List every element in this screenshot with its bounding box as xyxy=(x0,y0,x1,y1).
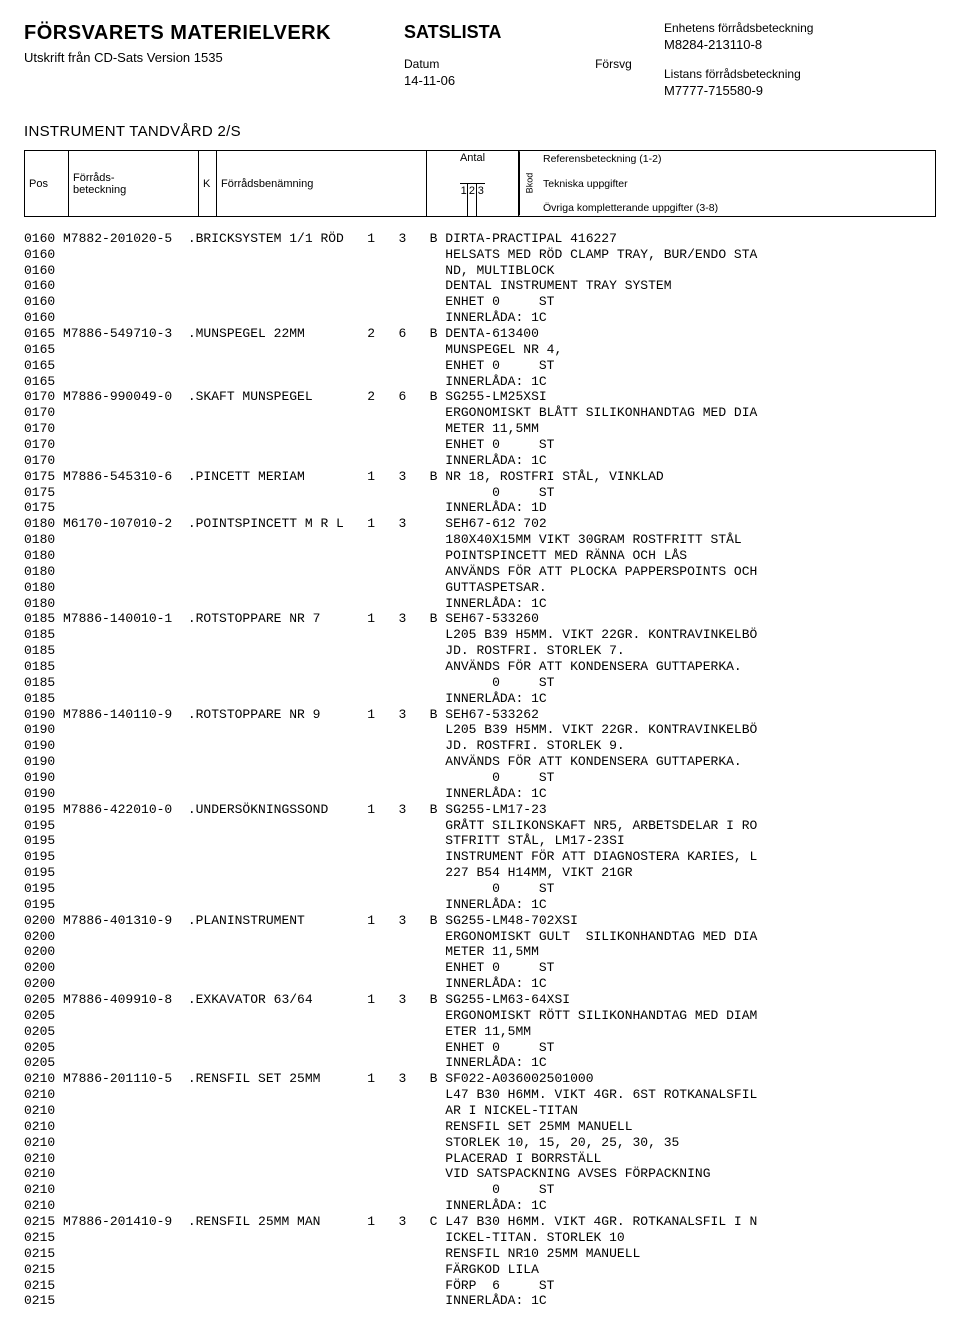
th-ref: Referensbeteckning (1-2) Tekniska uppgif… xyxy=(539,151,935,215)
listans-label: Listans förrådsbeteckning xyxy=(664,66,801,82)
th-k: K xyxy=(199,151,217,215)
table-header: Pos Förråds- beteckning K Förrådsbenämni… xyxy=(24,150,936,216)
datum-label: Datum xyxy=(404,56,455,72)
enhets-value: M8284-213110-8 xyxy=(664,36,960,54)
th-benamning: Förrådsbenämning xyxy=(217,151,427,215)
forsvg-label: Försvg xyxy=(595,56,632,72)
th-bkod: Bkod xyxy=(519,151,539,215)
th-antal: Antal 1 2 3 xyxy=(427,151,519,215)
doc-header: FÖRSVARETS MATERIELVERK Utskrift från CD… xyxy=(24,20,936,99)
data-listing: 0160 M7882-201020-5 .BRICKSYSTEM 1/1 RÖD… xyxy=(24,231,936,1309)
satslista-title: SATSLISTA xyxy=(404,20,664,44)
th-pos: Pos xyxy=(25,151,69,215)
th-forrads: Förråds- beteckning xyxy=(69,151,199,215)
org-title: FÖRSVARETS MATERIELVERK xyxy=(24,20,404,47)
datum-value: 14-11-06 xyxy=(404,72,455,90)
listans-value: M7777-715580-9 xyxy=(664,82,801,100)
enhets-label: Enhetens förrådsbeteckning xyxy=(664,20,960,36)
subline: Utskrift från CD-Sats Version 1535 xyxy=(24,49,404,67)
doc-name: INSTRUMENT TANDVÅRD 2/S xyxy=(24,123,936,140)
